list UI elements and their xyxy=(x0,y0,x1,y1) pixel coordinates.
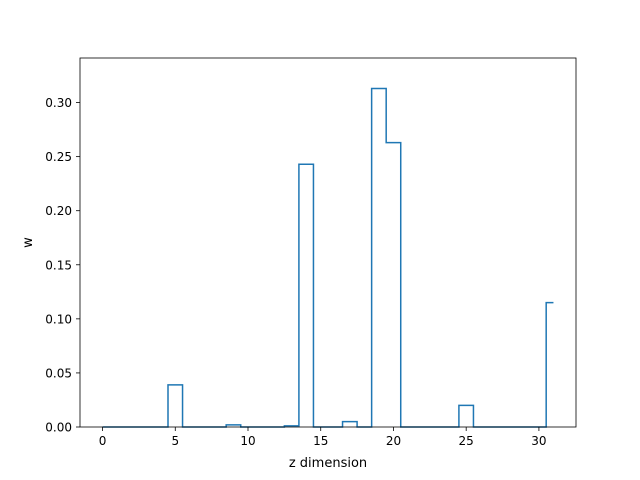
y-tick-label: 0.30 xyxy=(45,96,72,110)
x-tick-label: 30 xyxy=(531,434,546,448)
x-tick-label: 5 xyxy=(171,434,179,448)
x-tick-label: 20 xyxy=(386,434,401,448)
y-tick-label: 0.20 xyxy=(45,204,72,218)
x-tick-label: 25 xyxy=(459,434,474,448)
y-tick-label: 0.00 xyxy=(45,421,72,435)
y-tick-label: 0.25 xyxy=(45,150,72,164)
x-tick-label: 10 xyxy=(240,434,255,448)
x-axis-label: z dimension xyxy=(289,456,367,471)
x-tick-label: 0 xyxy=(99,434,107,448)
y-tick-label: 0.10 xyxy=(45,312,72,326)
y-axis-label: w xyxy=(21,237,36,248)
plot-frame xyxy=(79,57,577,428)
x-tick-label: 15 xyxy=(313,434,328,448)
y-tick-label: 0.15 xyxy=(45,258,72,272)
y-tick-label: 0.05 xyxy=(45,366,72,380)
y-axis-ticks: 0.00 0.05 0.10 0.15 0.20 0.25 0.30 xyxy=(45,96,80,435)
x-axis-ticks: 0 5 10 15 20 25 30 xyxy=(99,427,547,448)
